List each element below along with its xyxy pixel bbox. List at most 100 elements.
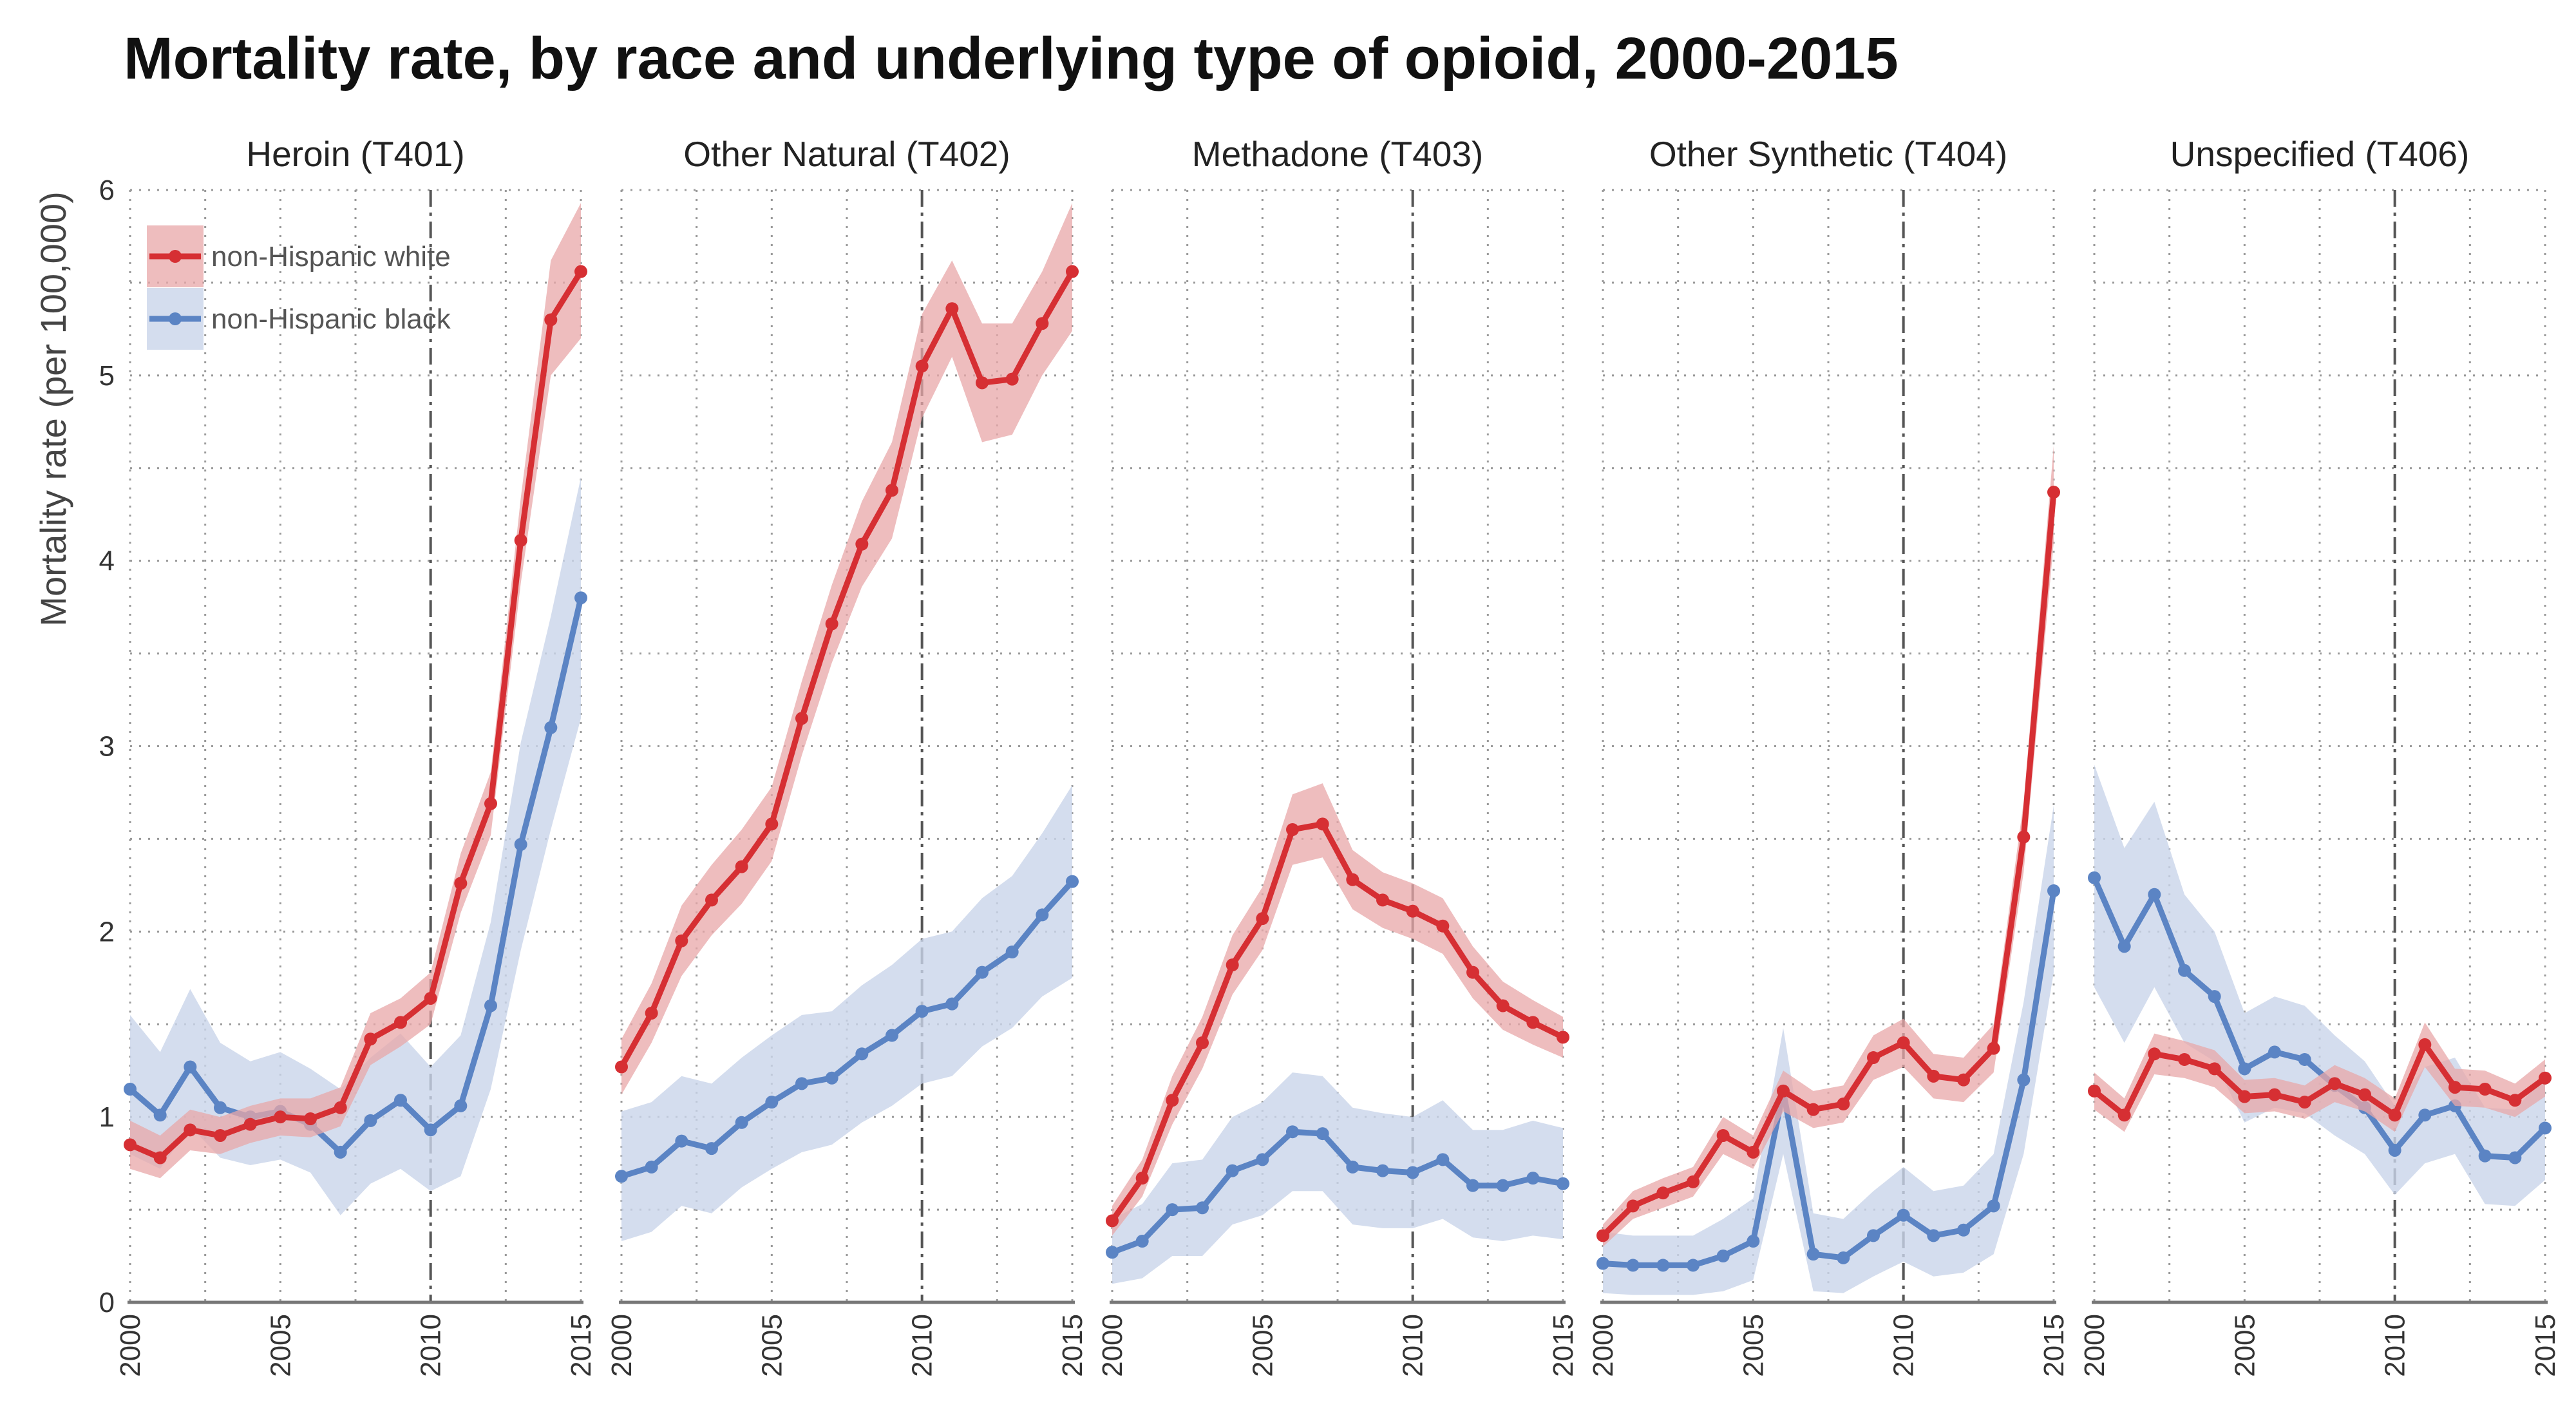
series-line-non-hispanic-white [618,269,1075,1070]
data-point-non-hispanic-black [1626,1259,1640,1272]
data-point-non-hispanic-white [2328,1077,2342,1090]
data-point-non-hispanic-white [2508,1094,2522,1107]
series-line-non-hispanic-black [618,879,1075,1179]
data-point-non-hispanic-white [1927,1069,1940,1083]
data-point-non-hispanic-white [1316,817,1329,831]
data-point-non-hispanic-black [544,721,558,734]
data-point-non-hispanic-black [2238,1062,2251,1076]
data-point-non-hispanic-black [1557,1177,1569,1190]
data-point-non-hispanic-black [765,1096,779,1109]
x-tick-label: 2005 [756,1314,788,1377]
data-point-non-hispanic-white [675,934,688,947]
data-point-non-hispanic-black [1196,1201,1209,1215]
data-point-non-hispanic-white [945,302,959,316]
data-point-non-hispanic-white [1687,1175,1700,1188]
data-point-non-hispanic-black [574,591,587,605]
data-point-non-hispanic-black [2017,1073,2031,1087]
facet-panel-4: Other Synthetic (T404) 2000 2005 2010 2015 [1587,134,2070,1377]
y-axis-label: Mortality rate (per 100,000) [33,191,73,626]
facet-panel-1: Heroin (T401) 0 1 2 3 4 5 6 2000 2005 2010 2015 [99,134,597,1377]
ci-band-non-hispanic-white [2094,1022,2545,1132]
data-point-non-hispanic-black [1436,1153,1450,1166]
data-point-non-hispanic-white [2088,1084,2101,1098]
data-point-non-hispanic-white [153,1151,167,1165]
data-point-non-hispanic-white [1036,317,1049,330]
legend-label: non-Hispanic white [211,241,451,272]
data-point-non-hispanic-black [2298,1052,2311,1066]
data-point-non-hispanic-white [1066,265,1079,278]
data-point-non-hispanic-white [1806,1103,1820,1116]
data-point-non-hispanic-black [1747,1235,1760,1248]
x-tick-label: 2010 [1397,1314,1429,1377]
data-point-non-hispanic-black [1806,1248,1820,1261]
data-point-non-hispanic-black [2208,990,2221,1003]
x-tick-label: 2000 [606,1314,638,1377]
data-point-non-hispanic-white [1135,1172,1149,1185]
data-point-non-hispanic-white [825,617,838,631]
data-point-non-hispanic-white [1777,1084,1790,1098]
data-point-non-hispanic-white [705,893,718,907]
data-point-non-hispanic-black [1716,1250,1730,1263]
data-point-non-hispanic-black [675,1134,688,1148]
data-point-non-hispanic-white [364,1032,377,1046]
data-point-non-hispanic-black [2508,1151,2522,1165]
facet-panel-3: Methadone (T403) 2000 2005 2010 2015 [1097,134,1579,1377]
data-point-non-hispanic-black [1927,1229,1940,1242]
facet-title: Unspecified (T406) [2170,134,2470,174]
data-point-non-hispanic-black [2478,1149,2492,1163]
ci-band-non-hispanic-white [1112,783,1563,1236]
data-point-non-hispanic-black [2539,1121,2552,1135]
facet-panel-2: Other Natural (T402) 2000 2005 2010 2015 [606,134,1088,1377]
series-line-non-hispanic-black [127,594,584,1155]
data-point-non-hispanic-black [2388,1143,2401,1157]
data-point-non-hispanic-black [976,965,989,979]
y-tick-label: 4 [99,546,115,577]
legend-swatch-marker [169,312,182,325]
data-point-non-hispanic-black [2148,888,2161,901]
data-point-non-hispanic-black [1596,1257,1609,1270]
x-tick-label: 2015 [1057,1314,1088,1377]
data-point-non-hispanic-black [1406,1166,1419,1179]
ci-band-non-hispanic-black [2094,765,2545,1206]
data-point-non-hispanic-white [2418,1038,2432,1051]
data-point-non-hispanic-white [1256,912,1269,926]
series-line-non-hispanic-black [2091,875,2548,1161]
data-point-non-hispanic-white [886,484,898,497]
data-point-non-hispanic-black [1987,1199,2000,1213]
data-point-non-hispanic-black [1135,1235,1149,1248]
data-point-non-hispanic-white [735,860,748,873]
data-point-non-hispanic-white [454,877,468,890]
data-point-non-hispanic-white [2478,1082,2492,1096]
data-point-non-hispanic-white [1837,1098,1850,1111]
data-point-non-hispanic-black [454,1099,468,1112]
y-tick-label: 3 [99,731,115,763]
data-point-non-hispanic-white [2539,1071,2552,1085]
series-line-non-hispanic-white [1109,821,1566,1224]
x-tick-label: 2005 [1247,1314,1278,1377]
data-point-non-hispanic-white [1286,823,1299,837]
x-tick-label: 2015 [2530,1314,2561,1377]
data-point-non-hispanic-black [2047,884,2060,898]
y-tick-label: 6 [99,175,115,206]
data-point-non-hispanic-white [424,991,437,1005]
x-tick-label: 2015 [2038,1314,2070,1377]
data-point-non-hispanic-black [1005,945,1019,958]
data-point-non-hispanic-black [945,997,959,1011]
facet-title: Other Natural (T402) [683,134,1010,174]
data-point-non-hispanic-black [424,1123,437,1137]
data-point-non-hispanic-white [615,1060,628,1074]
data-point-non-hispanic-black [1837,1251,1850,1264]
data-point-non-hispanic-black [214,1101,227,1114]
x-tick-label: 2005 [2229,1314,2260,1377]
chart-title: Mortality rate, by race and underlying t… [124,26,1899,91]
data-point-non-hispanic-white [2268,1088,2281,1101]
facet-title: Other Synthetic (T404) [1649,134,2007,174]
x-tick-label: 2000 [115,1314,146,1377]
series-line-non-hispanic-white [127,269,584,1161]
data-point-non-hispanic-white [2358,1088,2371,1101]
data-point-non-hispanic-white [1867,1051,1880,1065]
data-point-non-hispanic-white [2117,1108,2131,1122]
